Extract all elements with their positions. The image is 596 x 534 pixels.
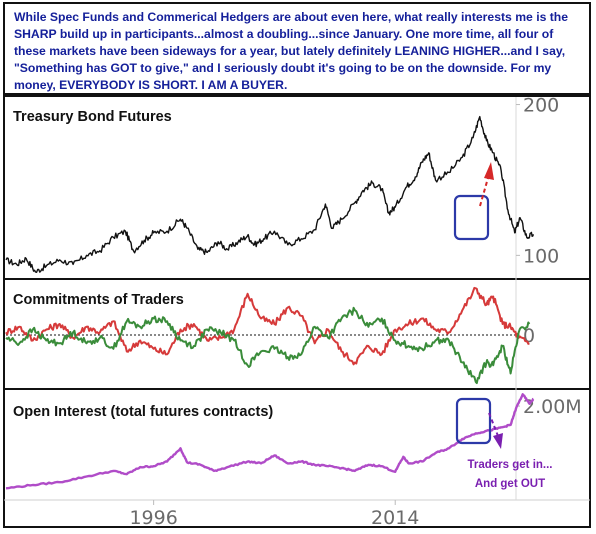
x-tick-label: 2014 [371, 507, 419, 529]
highlight-box [453, 194, 490, 241]
panel-title: Open Interest (total futures contracts) [13, 404, 273, 420]
y-tick-label: 100 [523, 245, 559, 267]
down-arrow-head [493, 433, 503, 449]
series-line [5, 306, 531, 385]
up-arrow-head [484, 162, 494, 180]
chart-frame [3, 2, 591, 528]
annotation-text: Traders get in... [468, 459, 553, 471]
highlight-box [455, 397, 492, 445]
commentary-banner: While Spec Funds and Commerical Hedgers … [4, 3, 590, 95]
series-line [5, 286, 530, 366]
series-line [5, 393, 535, 490]
series-line [5, 115, 535, 273]
up-arrow-line [479, 177, 489, 207]
panel-title: Commitments of Traders [13, 292, 184, 308]
y-tick-label: 2.00M [523, 396, 582, 418]
annotation-text: And get OUT [475, 478, 545, 490]
x-tick-label: 1996 [129, 507, 177, 529]
y-tick-label: 200 [523, 95, 559, 117]
commentary-text: While Spec Funds and Commerical Hedgers … [14, 10, 569, 92]
panel-title: Treasury Bond Futures [13, 109, 172, 125]
